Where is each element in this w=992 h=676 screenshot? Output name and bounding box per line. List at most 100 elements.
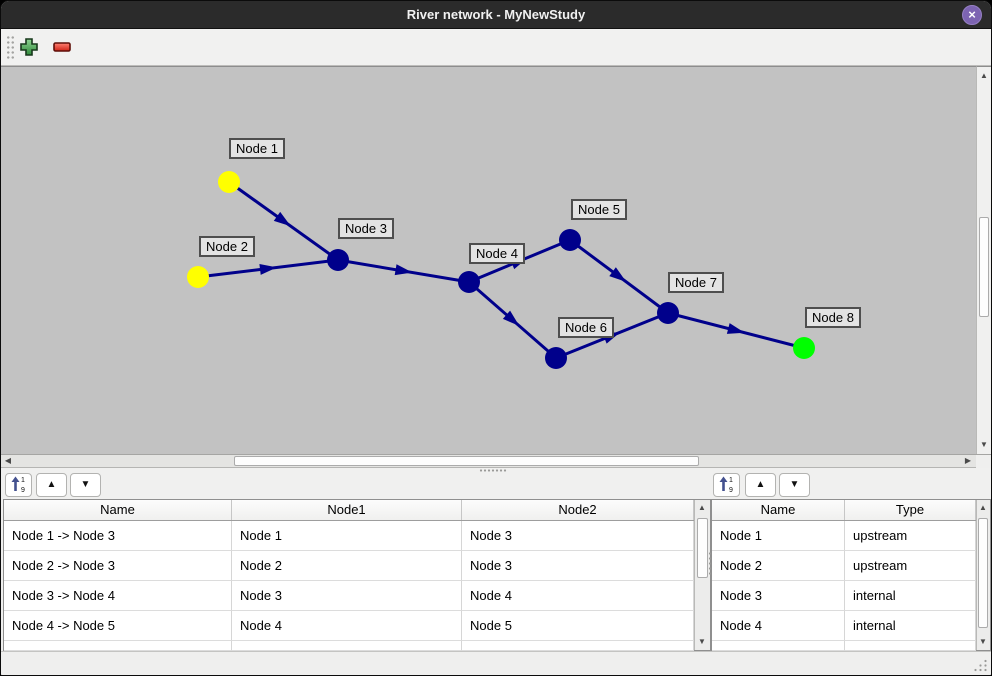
- table-cell: Node 2: [712, 551, 845, 581]
- scroll-down-icon[interactable]: ▼: [980, 440, 988, 449]
- canvas-table-splitter[interactable]: [1, 468, 991, 472]
- table-cell: Node 4 -> Node 5: [4, 611, 232, 641]
- table-row[interactable]: Node 1 -> Node 3 Node 1 Node 3: [4, 521, 710, 551]
- table-row[interactable]: Node 2 -> Node 3 Node 2 Node 3: [4, 551, 710, 581]
- svg-text:1: 1: [21, 477, 25, 484]
- horizontal-scroll-thumb[interactable]: [234, 456, 699, 466]
- node-label[interactable]: Node 7: [668, 272, 724, 293]
- reach-sort-button[interactable]: 1 9: [5, 473, 32, 497]
- node-label[interactable]: Node 1: [229, 138, 285, 159]
- reach-table-header: Name Node1 Node2: [4, 500, 710, 521]
- table-row[interactable]: Node 4 internal: [712, 611, 990, 641]
- column-header-name[interactable]: Name: [4, 500, 232, 520]
- scroll-up-icon[interactable]: ▲: [698, 503, 706, 512]
- vertical-scroll-thumb[interactable]: [979, 217, 989, 317]
- table-splitter-grip[interactable]: [708, 551, 712, 577]
- canvas-vertical-scrollbar[interactable]: ▲ ▼: [976, 66, 991, 454]
- table-cell: [462, 641, 694, 651]
- reach-move-down-button[interactable]: ▼: [70, 473, 101, 497]
- node-node-4[interactable]: [458, 271, 480, 293]
- flow-arrow-icon: [273, 211, 291, 227]
- splitter-grip-icon: [479, 469, 507, 472]
- minus-icon: [52, 42, 72, 60]
- titlebar[interactable]: River network - MyNewStudy ×: [1, 1, 991, 29]
- node-move-down-button[interactable]: ▼: [779, 473, 810, 497]
- table-cell: Node 3: [232, 581, 462, 611]
- sort-1-9-icon: 1 9: [718, 476, 735, 496]
- flow-arrow-icon: [726, 323, 745, 334]
- svg-text:9: 9: [21, 487, 25, 493]
- table-row[interactable]: Node 2 upstream: [712, 551, 990, 581]
- table-cell: Node 4: [712, 611, 845, 641]
- flow-arrow-icon: [502, 310, 520, 326]
- node-node-5[interactable]: [559, 229, 581, 251]
- node-node-2[interactable]: [187, 266, 209, 288]
- node-label[interactable]: Node 6: [558, 317, 614, 338]
- table-row[interactable]: Node 4 -> Node 5 Node 4 Node 5: [4, 611, 710, 641]
- close-button[interactable]: ×: [962, 5, 982, 25]
- node-node-1[interactable]: [218, 171, 240, 193]
- column-header-name[interactable]: Name: [712, 500, 845, 520]
- flow-arrow-icon: [609, 267, 627, 282]
- table-cell: [232, 641, 462, 651]
- node-label[interactable]: Node 3: [338, 218, 394, 239]
- table-cell: Node 3: [462, 521, 694, 551]
- table-cell: Node 1 -> Node 3: [4, 521, 232, 551]
- column-header-node2[interactable]: Node2: [462, 500, 694, 520]
- scroll-up-icon[interactable]: ▲: [979, 503, 987, 512]
- down-triangle-icon: ▼: [80, 479, 91, 490]
- reach-table: Name Node1 Node2 Node 1 -> Node 3 Node 1 Nod…: [3, 499, 711, 651]
- node-table: Name Type Node 1 upstream Node 2 upstream Nod…: [711, 499, 991, 651]
- table-cell: Node 5: [462, 611, 694, 641]
- table-row[interactable]: Node 3 -> Node 4 Node 3 Node 4: [4, 581, 710, 611]
- node-sort-button[interactable]: 1 9: [713, 473, 740, 497]
- table-cell: Node 3: [462, 551, 694, 581]
- scroll-right-icon[interactable]: ▶: [964, 456, 972, 465]
- up-triangle-icon: ▲: [46, 479, 57, 490]
- reach-table-scrollbar[interactable]: ▲ ▼: [694, 500, 710, 650]
- table-row[interactable]: Node 3 internal: [712, 581, 990, 611]
- node-table-scrollbar[interactable]: ▲ ▼: [976, 500, 990, 650]
- table-cell: Node 2 -> Node 3: [4, 551, 232, 581]
- reach-move-up-button[interactable]: ▲: [36, 473, 67, 497]
- down-triangle-icon: ▼: [789, 479, 800, 490]
- window-title: River network - MyNewStudy: [406, 7, 586, 22]
- scrollbar-corner: [976, 454, 991, 468]
- add-button[interactable]: [18, 37, 40, 59]
- table-cell: [4, 641, 232, 651]
- column-header-node1[interactable]: Node1: [232, 500, 462, 520]
- table-cell: internal: [845, 581, 976, 611]
- close-icon: ×: [968, 7, 976, 22]
- column-header-type[interactable]: Type: [845, 500, 976, 520]
- node-move-up-button[interactable]: ▲: [745, 473, 776, 497]
- node-label[interactable]: Node 2: [199, 236, 255, 257]
- scroll-up-icon[interactable]: ▲: [980, 71, 988, 80]
- node-scroll-thumb[interactable]: [978, 518, 988, 628]
- node-node-8[interactable]: [793, 337, 815, 359]
- node-table-header: Name Type: [712, 500, 990, 521]
- node-label[interactable]: Node 8: [805, 307, 861, 328]
- node-node-6[interactable]: [545, 347, 567, 369]
- node-label[interactable]: Node 5: [571, 199, 627, 220]
- table-row-partial: [4, 641, 710, 651]
- scroll-down-icon[interactable]: ▼: [698, 637, 706, 646]
- table-row[interactable]: Node 1 upstream: [712, 521, 990, 551]
- flow-arrow-icon: [259, 264, 277, 275]
- table-row-partial: [712, 641, 990, 651]
- node-node-3[interactable]: [327, 249, 349, 271]
- toolbar-drag-handle[interactable]: [6, 35, 15, 60]
- remove-button[interactable]: [51, 37, 73, 59]
- resize-grip-icon[interactable]: [973, 659, 988, 672]
- reach-scroll-thumb[interactable]: [697, 518, 708, 578]
- node-label[interactable]: Node 4: [469, 243, 525, 264]
- node-node-7[interactable]: [657, 302, 679, 324]
- scroll-down-icon[interactable]: ▼: [979, 637, 987, 646]
- canvas-horizontal-scrollbar[interactable]: ◀ ▶: [1, 454, 976, 468]
- scroll-left-icon[interactable]: ◀: [4, 456, 12, 465]
- table-cell: Node 2: [232, 551, 462, 581]
- table-cell: Node 3: [712, 581, 845, 611]
- network-canvas[interactable]: Node 1 Node 2 Node 3 Node 4 Node 5 Node 6 Node…: [1, 66, 976, 454]
- status-bar: [1, 651, 991, 675]
- flow-arrow-icon: [394, 264, 413, 276]
